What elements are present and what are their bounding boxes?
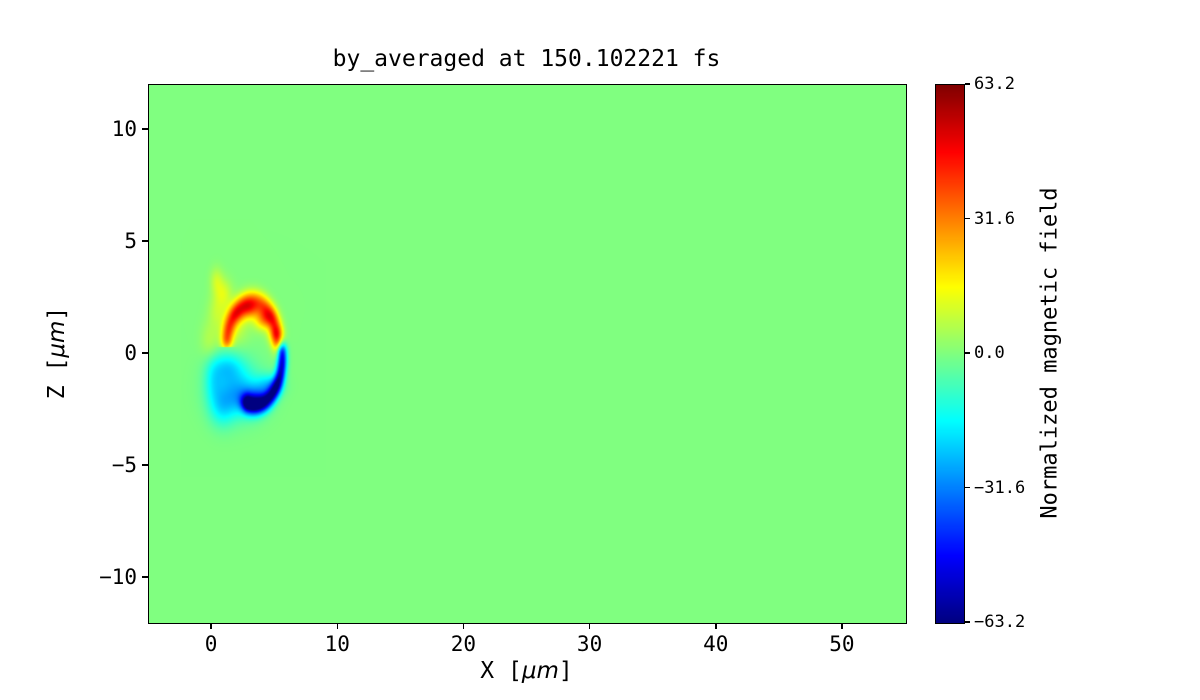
z-axis-label-pre: Z [ xyxy=(44,357,70,400)
colorbar-tick-mark xyxy=(965,83,970,85)
plot-area xyxy=(148,84,907,624)
x-tick-mark xyxy=(841,623,843,629)
x-tick-mark xyxy=(462,623,465,629)
x-tick-mark xyxy=(715,623,717,629)
colorbar xyxy=(935,84,965,624)
x-axis-label-math: μm xyxy=(521,658,559,684)
x-tick-label: 50 xyxy=(829,632,855,656)
z-tick-mark xyxy=(142,128,148,130)
x-axis-label-post: ] xyxy=(558,658,573,684)
colorbar-tick-label: 31.6 xyxy=(974,208,1015,229)
colorbar-tick-mark xyxy=(965,621,970,623)
x-axis-label-pre: X [ xyxy=(480,658,522,684)
x-tick-mark xyxy=(336,623,338,629)
x-axis-label: X [μm] xyxy=(148,658,905,684)
z-axis-label: Z [μm] xyxy=(44,307,70,399)
z-tick-label: 10 xyxy=(111,116,137,141)
colorbar-tick-label: −63.2 xyxy=(974,612,1026,632)
z-tick-label: 0 xyxy=(124,341,137,365)
colorbar-tick-mark xyxy=(965,486,970,489)
z-tick-label: −10 xyxy=(99,565,137,590)
x-tick-mark xyxy=(210,623,212,629)
heatmap-canvas xyxy=(149,85,906,623)
x-tick-label: 0 xyxy=(204,632,218,656)
z-tick-label: −5 xyxy=(111,453,137,478)
x-tick-label: 30 xyxy=(576,632,603,656)
z-tick-mark xyxy=(142,352,148,354)
z-axis-label-post: ] xyxy=(44,306,70,321)
z-tick-label: 5 xyxy=(124,228,137,253)
colorbar-canvas xyxy=(936,85,964,623)
x-tick-label: 20 xyxy=(450,632,477,656)
x-tick-mark xyxy=(588,623,591,629)
colorbar-label: Normalized magnetic field xyxy=(1037,187,1063,519)
colorbar-tick-label: 0.0 xyxy=(974,343,1005,363)
colorbar-tick-mark xyxy=(965,217,970,220)
colorbar-tick-label: 63.2 xyxy=(974,74,1015,94)
x-tick-label: 10 xyxy=(324,632,350,656)
chart-title: by_averaged at 150.102221 fs xyxy=(332,46,721,72)
z-axis-label-math: μm xyxy=(44,320,70,358)
colorbar-tick-mark xyxy=(965,352,970,354)
z-tick-mark xyxy=(142,240,148,242)
z-tick-mark xyxy=(142,576,148,578)
colorbar-tick-label: −31.6 xyxy=(974,477,1026,498)
x-tick-label: 40 xyxy=(703,632,729,656)
z-tick-mark xyxy=(142,464,148,466)
